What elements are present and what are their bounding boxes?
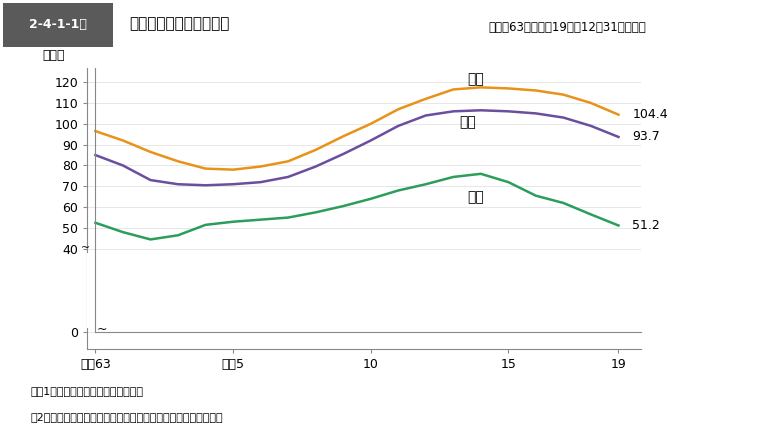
Y-axis label: （％）: （％） xyxy=(42,49,65,62)
Text: 2「収容率」とは，収容定員に対する収容人員の比率をいう。: 2「収容率」とは，収容定員に対する収容人員の比率をいう。 xyxy=(30,412,223,422)
Text: ~: ~ xyxy=(97,323,108,336)
Text: 93.7: 93.7 xyxy=(632,130,660,143)
Text: 刑事施設の収容率の推移: 刑事施設の収容率の推移 xyxy=(129,17,229,31)
Text: 51.2: 51.2 xyxy=(632,219,660,232)
Text: 2-4-1-1図: 2-4-1-1図 xyxy=(29,17,87,31)
Bar xyxy=(82,253,646,328)
Text: 注、1　法務省矯正局の資料による。: 注、1 法務省矯正局の資料による。 xyxy=(30,386,143,396)
Bar xyxy=(3,3,113,47)
Text: 既決: 既決 xyxy=(467,72,484,86)
Text: 未決: 未決 xyxy=(467,190,484,204)
Text: 104.4: 104.4 xyxy=(632,108,668,121)
Text: 全体: 全体 xyxy=(459,115,475,129)
Text: ~: ~ xyxy=(81,243,90,253)
Text: （昭和63年～平成19年各12月31日現在）: （昭和63年～平成19年各12月31日現在） xyxy=(488,21,646,34)
